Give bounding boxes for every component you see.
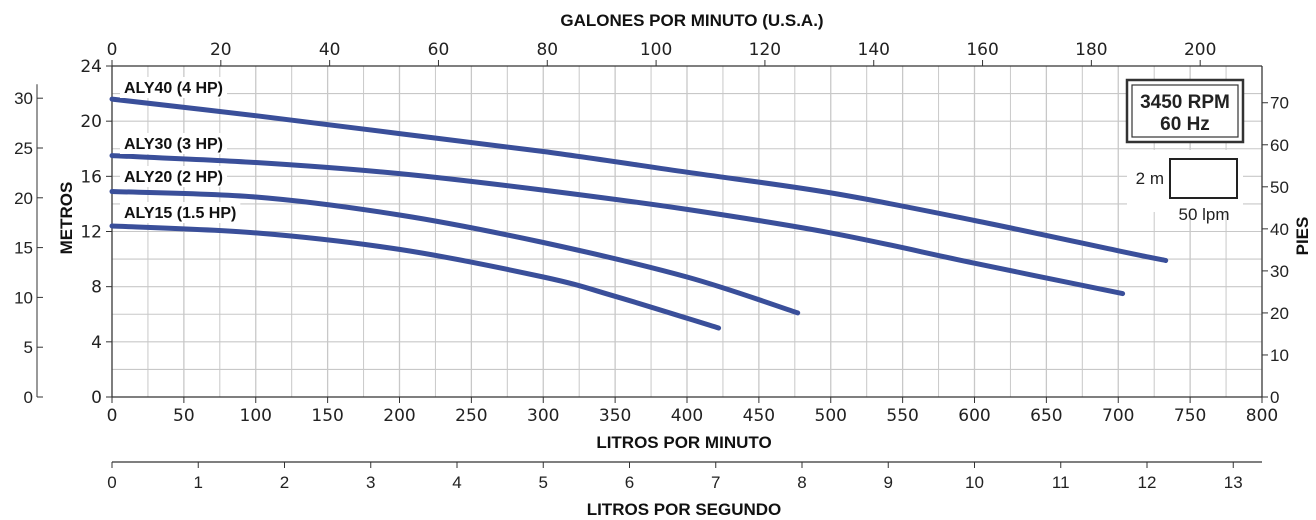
outer-left-tick-label: 20 [14, 189, 33, 208]
x-tick-label: 650 [1030, 406, 1062, 426]
axes: 0 50 100 150 200 250 300 350 400 450 500 550 600 650 7… [14, 40, 1289, 492]
y-tick-label: 4 [91, 333, 102, 353]
series-line-1 [109, 153, 1126, 297]
right-tick-label: 20 [1270, 304, 1289, 323]
bottom-secondary-axis-title: LITROS POR SEGUNDO [587, 500, 782, 519]
right-tick-label: 40 [1270, 220, 1289, 239]
top-tick-label: 140 [858, 40, 890, 60]
lps-tick-label: 7 [711, 473, 720, 492]
series-label-background [120, 202, 241, 223]
top-tick-label: 200 [1184, 40, 1216, 60]
series-label-background [120, 166, 227, 187]
right-tick-label: 60 [1270, 136, 1289, 155]
hz-text: 60 Hz [1160, 114, 1210, 135]
x-tick-label: 350 [599, 406, 631, 426]
y-tick-label: 12 [80, 223, 102, 243]
right-tick-label: 30 [1270, 262, 1289, 281]
lps-tick-label: 10 [965, 473, 984, 492]
lps-tick-label: 3 [366, 473, 375, 492]
x-tick-label: 50 [173, 406, 195, 426]
right-axis-title: PIES [1293, 217, 1312, 256]
top-tick-label: 20 [210, 40, 232, 60]
top-tick-label: 60 [428, 40, 450, 60]
x-tick-label: 300 [527, 406, 559, 426]
series-lines [109, 96, 1169, 331]
outer-left-tick-label: 0 [24, 388, 33, 407]
x-tick-label: 500 [815, 406, 847, 426]
right-tick-label: 0 [1270, 388, 1279, 407]
lps-tick-label: 13 [1224, 473, 1243, 492]
top-axis-title: GALONES POR MINUTO (U.S.A.) [560, 11, 823, 30]
lps-tick-label: 1 [194, 473, 203, 492]
grid [111, 65, 1263, 398]
x-tick-label: 700 [1102, 406, 1134, 426]
outer-left-tick-label: 10 [14, 288, 33, 307]
scale-box [1169, 158, 1238, 199]
rpm-annotation-inner-frame [1131, 84, 1239, 138]
x-tick-label: 200 [383, 406, 415, 426]
bottom-axis-title: LITROS POR MINUTO [596, 433, 771, 452]
lps-tick-label: 9 [884, 473, 893, 492]
top-tick-label: 160 [966, 40, 998, 60]
y-tick-label: 20 [80, 112, 102, 132]
right-tick-label: 70 [1270, 94, 1289, 113]
x-tick-label: 450 [743, 406, 775, 426]
right-tick-label: 50 [1270, 178, 1289, 197]
top-tick-label: 0 [107, 40, 118, 60]
lps-tick-label: 5 [539, 473, 548, 492]
lps-tick-label: 2 [280, 473, 289, 492]
top-tick-label: 100 [640, 40, 672, 60]
left-axis-title: METROS [57, 182, 76, 255]
series-line-3 [109, 223, 722, 331]
scale-height-label: 2 m [1136, 169, 1164, 188]
y-tick-label: 0 [91, 388, 102, 408]
series-label-1: ALY30 (3 HP) [124, 136, 223, 153]
x-tick-label: 750 [1174, 406, 1206, 426]
top-tick-label: 80 [536, 40, 558, 60]
lps-tick-label: 4 [452, 473, 461, 492]
x-tick-label: 550 [886, 406, 918, 426]
outer-left-tick-label: 5 [24, 338, 33, 357]
rpm-annotation-frame [1125, 78, 1245, 144]
y-tick-label: 8 [91, 278, 102, 298]
series-label-2: ALY20 (2 HP) [124, 169, 223, 186]
outer-left-tick-label: 15 [14, 239, 33, 258]
x-tick-label: 150 [311, 406, 343, 426]
top-tick-label: 180 [1075, 40, 1107, 60]
series-label-3: ALY15 (1.5 HP) [124, 205, 236, 222]
lps-tick-label: 6 [625, 473, 634, 492]
lps-tick-label: 11 [1052, 473, 1070, 492]
series-line-2 [109, 189, 801, 316]
series-line-0 [109, 96, 1169, 263]
x-tick-label: 0 [107, 406, 118, 426]
top-tick-label: 40 [319, 40, 341, 60]
outer-left-tick-label: 30 [14, 89, 33, 108]
right-tick-label: 10 [1270, 346, 1289, 365]
scale-reference-background [1127, 150, 1243, 212]
outer-left-tick-label: 25 [14, 139, 33, 158]
lps-tick-label: 0 [107, 473, 116, 492]
lps-tick-label: 8 [797, 473, 806, 492]
y-tick-label: 24 [80, 57, 102, 77]
y-tick-label: 16 [80, 167, 102, 187]
series-labels: ALY40 (4 HP) ALY30 (3 HP) ALY20 (2 HP) ALY1… [120, 77, 241, 223]
x-tick-label: 600 [958, 406, 990, 426]
series-label-background [120, 77, 227, 98]
series-label-background [120, 133, 227, 154]
rpm-text: 3450 RPM [1140, 92, 1230, 113]
top-tick-label: 120 [749, 40, 781, 60]
rpm-annotation: 3450 RPM 60 Hz [1125, 78, 1245, 144]
scale-width-label: 50 lpm [1178, 205, 1229, 224]
x-tick-label: 800 [1246, 406, 1278, 426]
x-tick-label: 100 [240, 406, 272, 426]
x-tick-label: 250 [455, 406, 487, 426]
lps-tick-label: 12 [1138, 473, 1157, 492]
x-tick-label: 400 [671, 406, 703, 426]
series-label-0: ALY40 (4 HP) [124, 80, 223, 97]
scale-reference: 2 m 50 lpm [1127, 150, 1243, 224]
